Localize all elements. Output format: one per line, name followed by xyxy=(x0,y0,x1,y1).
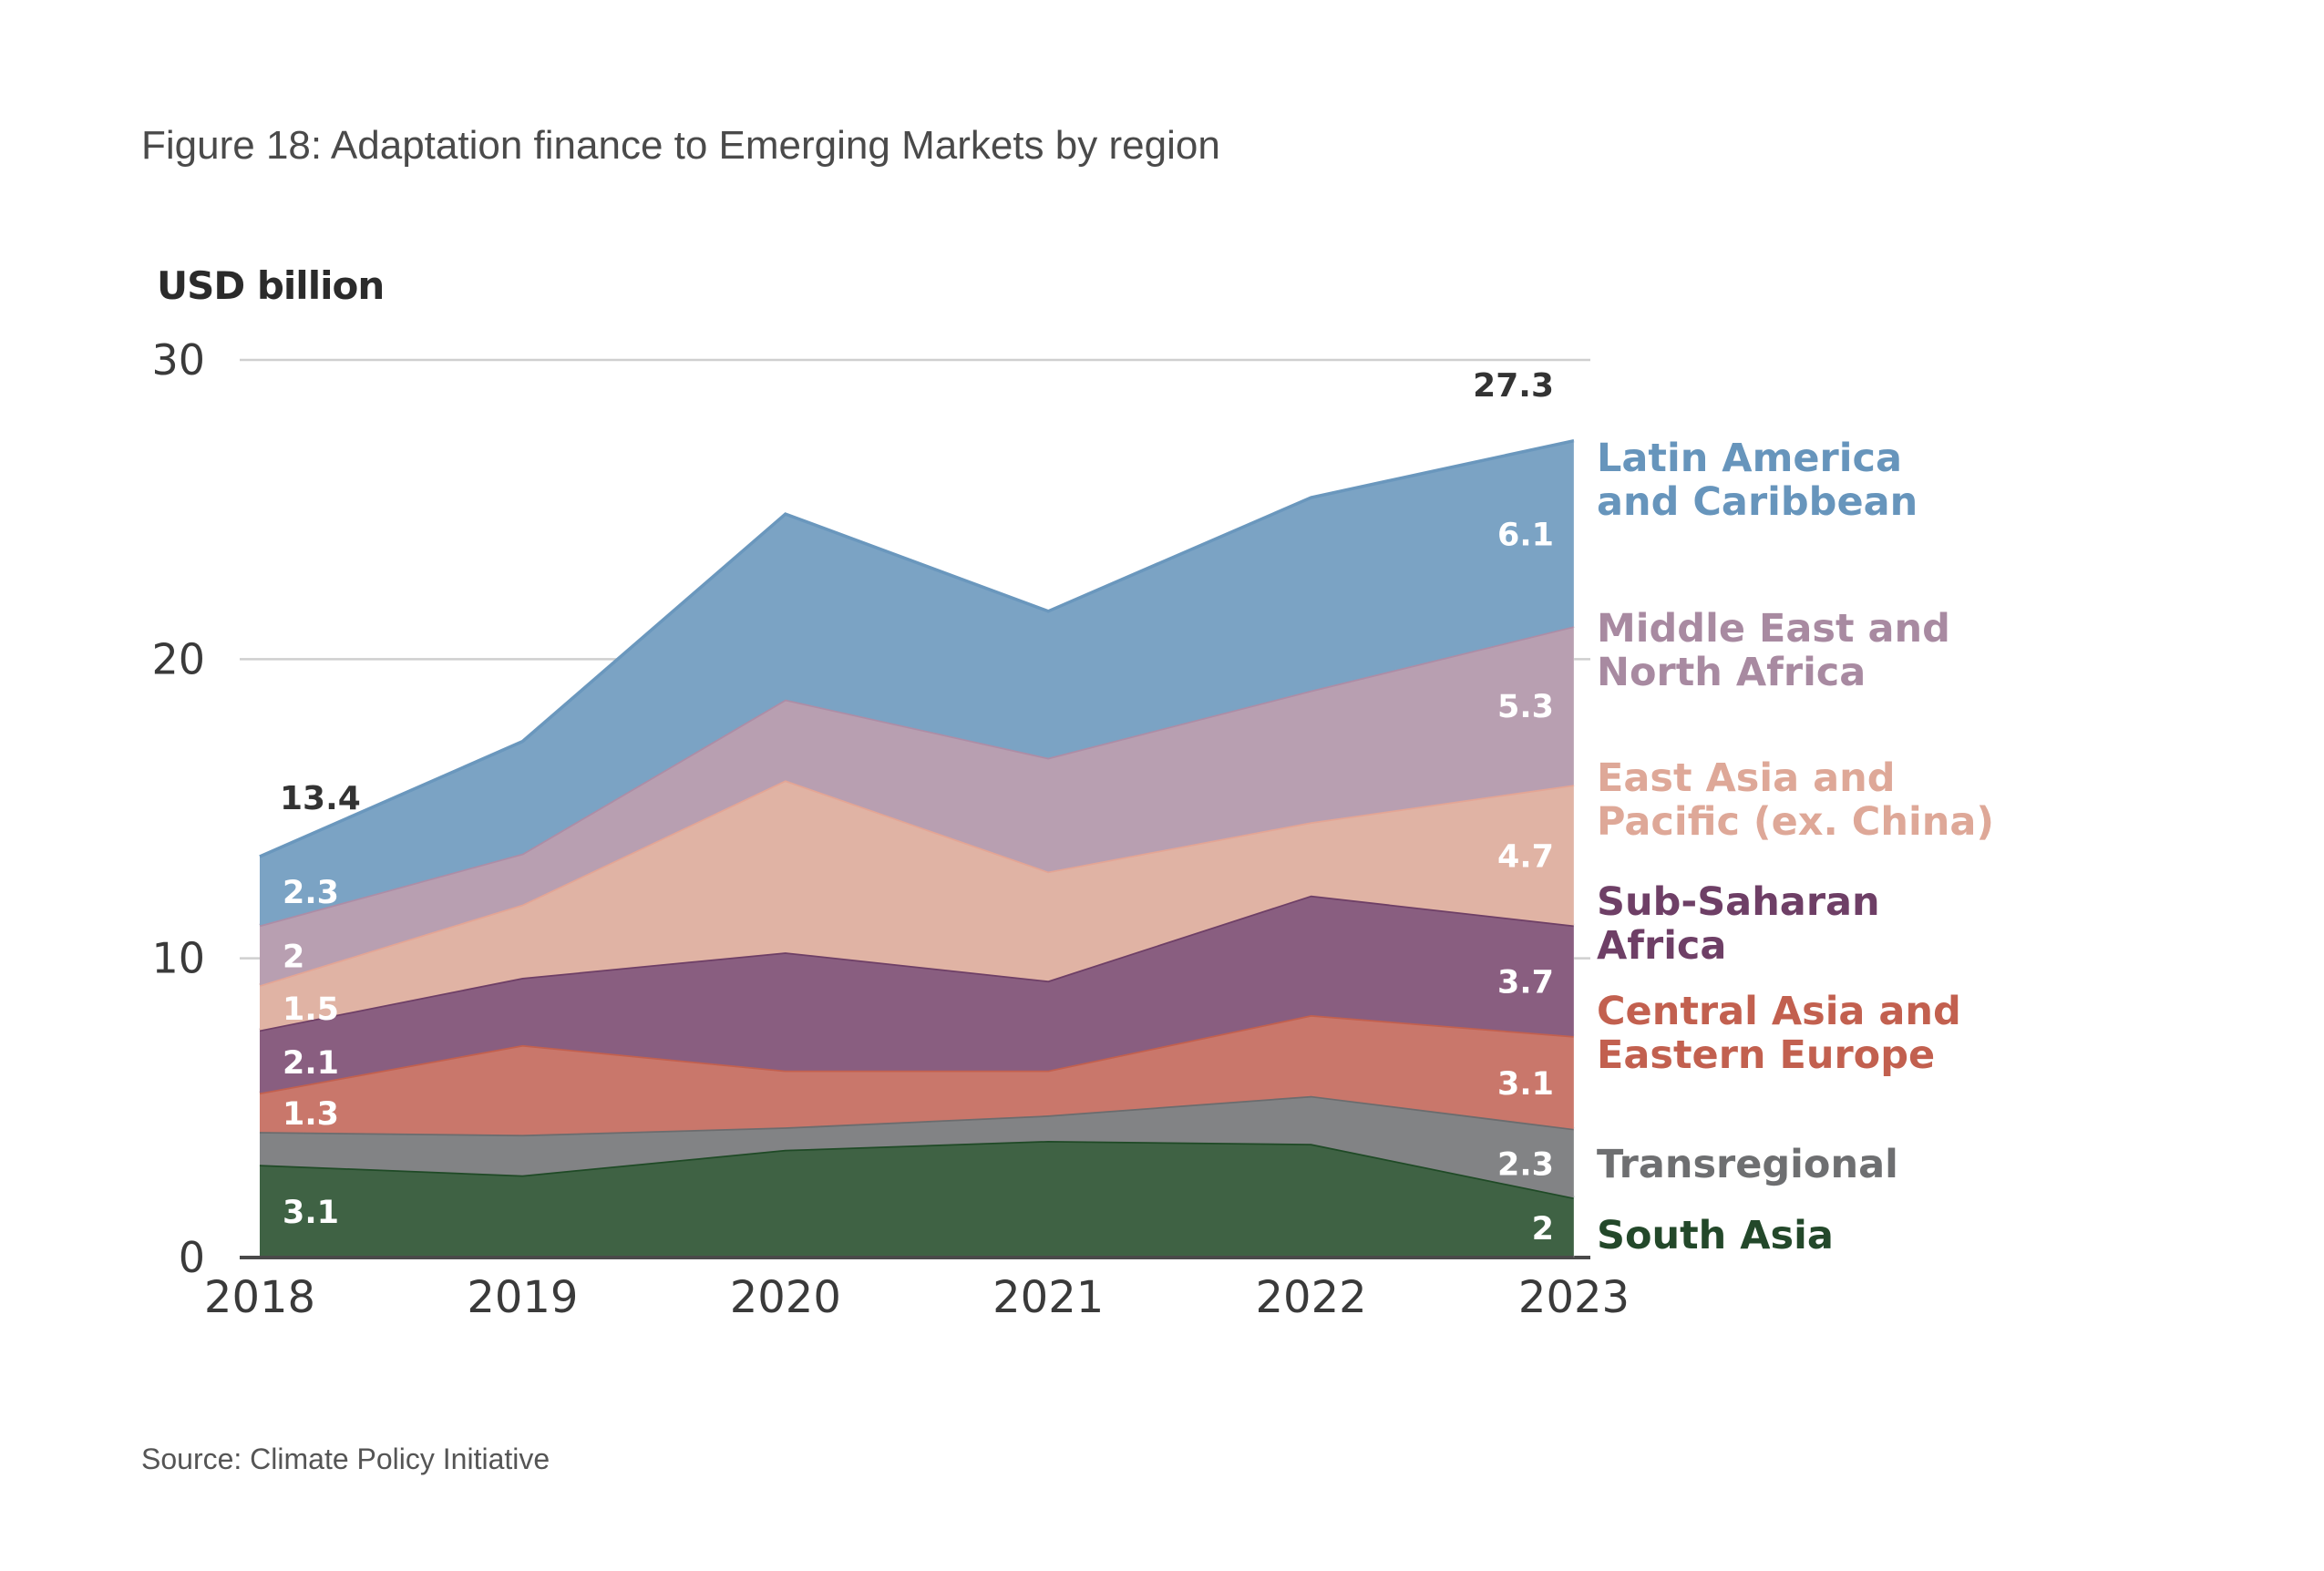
area-latin-america-and-caribbean xyxy=(260,440,1574,926)
data-label-first: 1.5 xyxy=(283,991,339,1028)
data-label-first: 2.3 xyxy=(283,875,339,911)
legend-label: Africa xyxy=(1597,923,1726,969)
legend-label: East Asia and xyxy=(1597,755,1896,801)
area-transregional xyxy=(260,1095,1574,1198)
legend-label: and Caribbean xyxy=(1597,479,1918,525)
x-tick-label: 2018 xyxy=(204,1272,315,1323)
y-tick-label: 10 xyxy=(151,934,205,983)
data-labels: 3.1 2 2.3 1.3 3.1 2.1 3.7 1.5 4.7 2 5.3 2.3 6.1 13.4 2… xyxy=(280,367,1554,1248)
legend-label: North Africa xyxy=(1597,650,1866,695)
source-note: Source: Climate Policy Initiative xyxy=(141,1443,550,1475)
data-label-last: 6.1 xyxy=(1497,517,1554,553)
data-label-first: 1.3 xyxy=(283,1096,339,1133)
data-label-last: 3.7 xyxy=(1497,964,1554,1001)
x-tick-label: 2023 xyxy=(1518,1272,1630,1323)
legend-label: South Asia xyxy=(1597,1213,1834,1258)
total-label-first: 13.4 xyxy=(280,780,361,817)
y-tick-label: 30 xyxy=(151,335,205,385)
data-label-first: 2 xyxy=(283,939,304,975)
legend-label: Latin America xyxy=(1597,436,1902,481)
legend-label: Middle East and xyxy=(1597,606,1950,652)
data-label-last: 4.7 xyxy=(1497,838,1554,875)
data-label-last: 2.3 xyxy=(1497,1147,1554,1184)
legend-label: Pacific (ex. China) xyxy=(1597,799,1994,845)
y-axis-label: USD billion xyxy=(157,263,384,308)
area-central-asia-and-eastern-europe xyxy=(260,1015,1574,1135)
legend-label: Sub-Saharan xyxy=(1597,879,1880,925)
total-label-last: 27.3 xyxy=(1473,367,1554,405)
legend-label: Central Asia and xyxy=(1597,989,1961,1034)
area-edge-line xyxy=(259,438,1575,858)
area-sub-saharan-africa xyxy=(260,895,1574,1094)
data-label-last: 2 xyxy=(1532,1211,1554,1248)
data-label-first: 2.1 xyxy=(283,1045,339,1082)
area-east-asia-and-pacific-ex-china- xyxy=(260,780,1574,1031)
y-tick-label: 20 xyxy=(151,634,205,683)
x-tick-label: 2022 xyxy=(1256,1272,1367,1323)
data-label-last: 5.3 xyxy=(1497,689,1554,725)
y-tick-label: 0 xyxy=(179,1233,205,1282)
x-tick-label: 2021 xyxy=(992,1272,1104,1323)
data-label-last: 3.1 xyxy=(1497,1066,1554,1103)
data-label-first: 3.1 xyxy=(283,1195,339,1231)
axes: 0 10 20 30 2018 2019 2020 2021 2022 2023 xyxy=(151,335,1630,1323)
x-tick-label: 2019 xyxy=(467,1272,578,1323)
figure-title: Figure 18: Adaptation finance to Emergin… xyxy=(141,123,1220,168)
area-layers xyxy=(259,438,1575,1258)
legend-label: Eastern Europe xyxy=(1597,1032,1935,1078)
area-middle-east-and-north-africa xyxy=(260,626,1574,986)
x-tick-label: 2020 xyxy=(730,1272,841,1323)
legend-label: Transregional xyxy=(1597,1142,1898,1187)
